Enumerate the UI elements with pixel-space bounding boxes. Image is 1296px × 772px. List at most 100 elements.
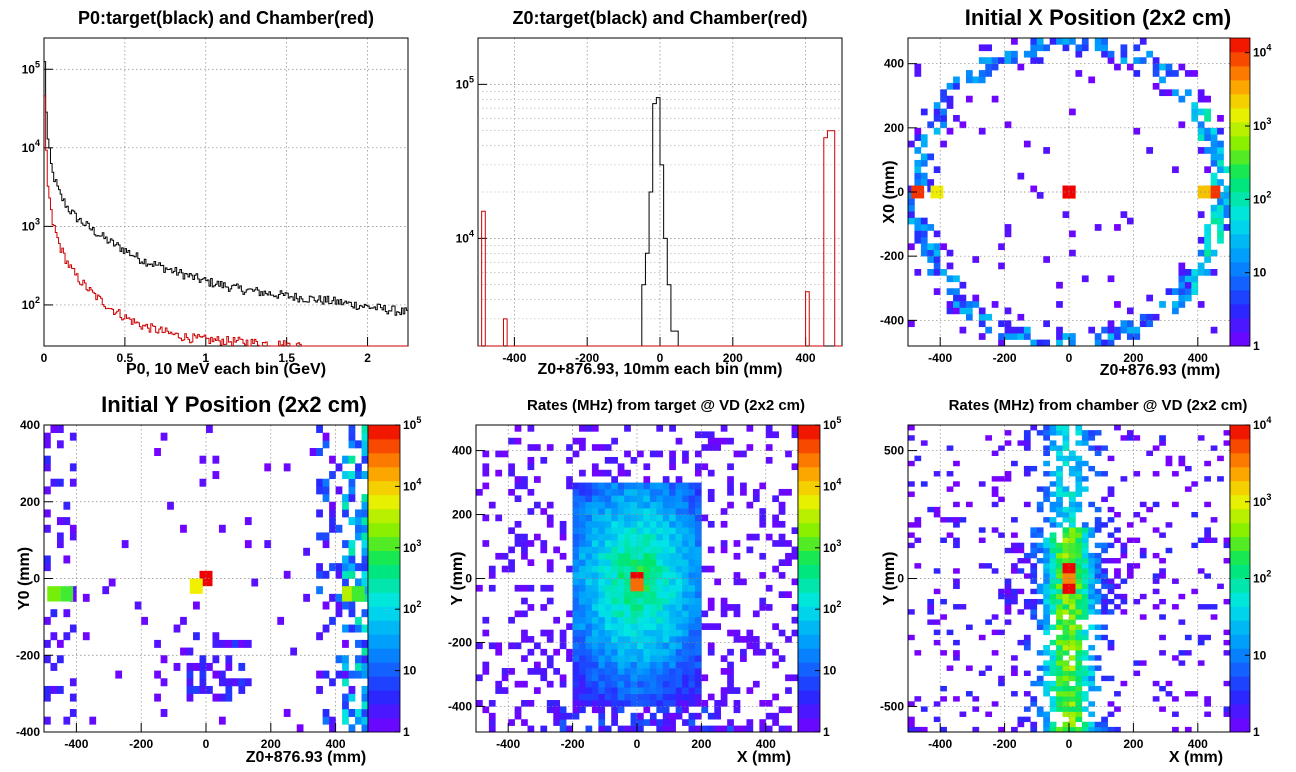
heat-cell <box>585 655 593 662</box>
heat-cell <box>617 661 625 669</box>
heat-cell <box>1036 706 1044 712</box>
heat-cell <box>1152 552 1160 559</box>
heat-cell <box>908 435 915 441</box>
heat-cell <box>1049 542 1057 549</box>
heat-cell <box>1081 706 1089 712</box>
heat-cell <box>63 632 71 641</box>
heat-cell <box>1126 333 1134 340</box>
heat-cell <box>998 333 1005 340</box>
heat-cell <box>355 616 362 625</box>
heat-cell <box>714 578 722 586</box>
heat-cell <box>591 520 599 528</box>
heat-cell <box>746 687 754 694</box>
heat-cell <box>1081 583 1089 590</box>
heat-cell <box>348 609 356 618</box>
heat-cell <box>694 668 702 675</box>
heat-cell <box>44 616 51 625</box>
heat-cell <box>649 693 657 701</box>
heat-cell <box>662 642 670 650</box>
heat-cell <box>322 432 330 441</box>
heat-cell <box>591 700 599 707</box>
heat-cell <box>1075 578 1083 584</box>
heat-cell <box>1094 573 1102 579</box>
heat-cell <box>985 70 993 77</box>
heat-cell <box>1062 517 1070 523</box>
heat-cell <box>740 725 747 733</box>
heat-cell <box>682 508 689 515</box>
heat-cell <box>611 636 618 643</box>
heat-cell <box>521 546 528 554</box>
heat-cell <box>662 629 670 637</box>
heat-cell <box>1197 147 1205 154</box>
heat-cell <box>637 604 644 611</box>
heat-cell <box>1210 269 1218 276</box>
heat-cell <box>1011 38 1018 45</box>
heat-cell <box>186 662 194 671</box>
heat-cell <box>1081 476 1089 482</box>
heat-cell <box>933 511 941 518</box>
heat-cell <box>1075 563 1083 569</box>
heat-cell <box>675 559 683 567</box>
heat-cell <box>637 591 644 598</box>
heat-cell <box>1133 57 1141 64</box>
heat-cell <box>649 584 657 592</box>
heat-cell <box>1069 604 1076 610</box>
heat-cell <box>765 444 773 451</box>
heat-cell <box>682 674 689 682</box>
heat-cell <box>624 578 631 586</box>
heat-cell <box>785 706 792 714</box>
heat-cell <box>348 670 356 679</box>
heat-cell <box>572 616 580 624</box>
heat-cell <box>591 706 599 714</box>
heat-cell <box>348 624 356 633</box>
heat-cell <box>1030 38 1038 45</box>
heat-cell <box>746 642 754 650</box>
heat-cell <box>585 629 593 637</box>
heat-cell <box>675 700 683 707</box>
heat-cell <box>675 495 683 503</box>
heat-cell <box>688 527 696 535</box>
heat-cell <box>1004 588 1012 595</box>
heat-cell <box>682 629 689 637</box>
heat-cell <box>212 670 220 679</box>
heat-cell <box>540 674 548 682</box>
heat-cell <box>1184 486 1192 492</box>
heat-cell <box>662 623 670 630</box>
heat-cell <box>604 508 612 515</box>
color-scale-segment <box>798 662 820 677</box>
heat-cell <box>675 648 683 656</box>
heat-cell <box>1133 511 1141 518</box>
heat-cell <box>662 552 670 560</box>
heat-cell <box>591 584 599 592</box>
heat-cell <box>656 687 664 694</box>
heat-cell <box>1101 593 1108 600</box>
heat-cell <box>1017 313 1025 321</box>
heat-cell <box>1217 166 1224 174</box>
heat-cell <box>1075 70 1083 77</box>
heat-cell <box>1159 435 1166 441</box>
heat-cell <box>933 568 941 574</box>
heat-cell <box>694 431 702 439</box>
x-tick-label: 0 <box>634 737 641 751</box>
heat-cell <box>720 668 728 675</box>
color-scale-segment <box>1230 248 1250 263</box>
color-scale-segment <box>368 425 400 440</box>
heat-cell <box>662 648 670 656</box>
heat-cell <box>1056 598 1063 605</box>
heat-cell <box>617 674 625 682</box>
heat-cell <box>998 675 1005 682</box>
heat-cell <box>329 678 336 687</box>
heat-cell <box>720 693 728 701</box>
heat-cell <box>1023 634 1031 641</box>
heat-cell <box>914 217 922 225</box>
heat-cell <box>329 716 336 725</box>
heat-cell <box>1126 537 1134 543</box>
heat-cell <box>998 320 1005 328</box>
heat-cell <box>579 533 586 541</box>
heat-cell <box>675 488 683 496</box>
heat-cell <box>1062 425 1070 431</box>
heat-cell <box>1011 532 1018 538</box>
